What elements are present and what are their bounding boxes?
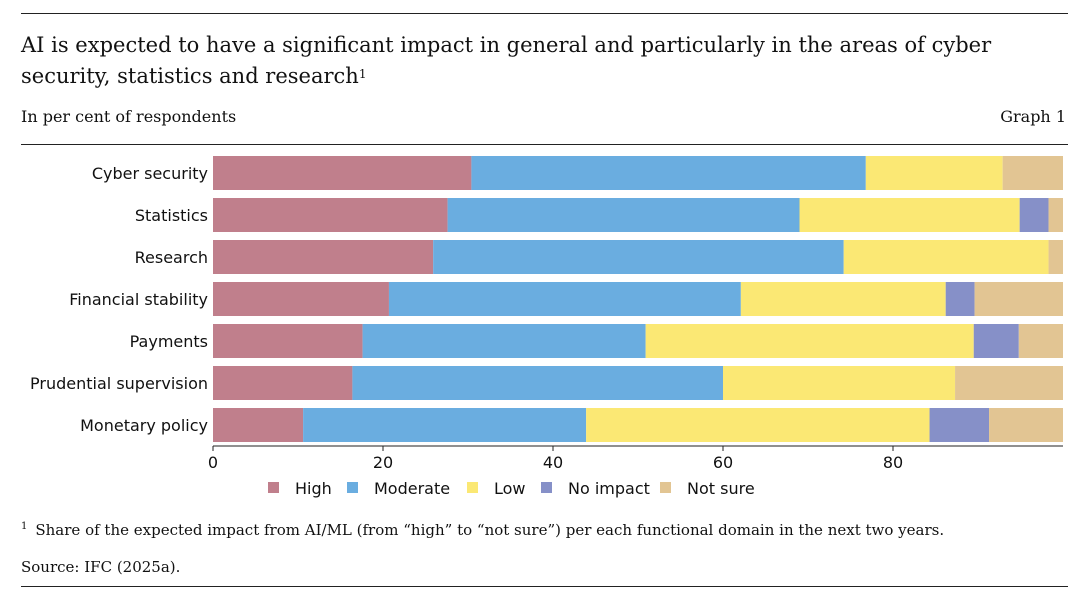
title-footnote-mark: 1 bbox=[358, 67, 367, 81]
bar-segment-payments-high bbox=[213, 324, 363, 358]
bar-segment-cyber-security-low bbox=[865, 156, 1003, 190]
bar-segment-statistics-not-sure bbox=[1048, 198, 1063, 232]
bar-segment-statistics-no-impact bbox=[1019, 198, 1049, 232]
bar-segment-research-low bbox=[843, 240, 1049, 274]
top-rule bbox=[21, 13, 1068, 14]
bar-segment-prudential-supervision-low bbox=[723, 366, 956, 400]
legend-label-high: High bbox=[295, 479, 332, 498]
x-tick-label: 0 bbox=[208, 453, 218, 472]
bar-segment-statistics-moderate bbox=[447, 198, 800, 232]
bar-segment-monetary-policy-moderate bbox=[303, 408, 587, 442]
category-label: Financial stability bbox=[69, 290, 208, 309]
footnote: 1 Share of the expected impact from AI/ML… bbox=[21, 521, 1071, 539]
source-note: Source: IFC (2025a). bbox=[21, 558, 181, 576]
legend-label-not-sure: Not sure bbox=[687, 479, 755, 498]
legend-swatch-moderate bbox=[347, 482, 358, 493]
bar-segment-payments-moderate bbox=[362, 324, 646, 358]
bar-segment-statistics-high bbox=[213, 198, 448, 232]
bar-segment-prudential-supervision-high bbox=[213, 366, 353, 400]
bar-segment-monetary-policy-no-impact bbox=[929, 408, 990, 442]
bar-segment-financial-stability-moderate bbox=[388, 282, 741, 316]
bar-segment-cyber-security-not-sure bbox=[1002, 156, 1063, 190]
header-rule bbox=[21, 144, 1068, 145]
chart-subtitle: In per cent of respondents bbox=[21, 107, 237, 126]
footnote-text: Share of the expected impact from AI/ML … bbox=[35, 521, 945, 539]
bar-segment-research-high bbox=[213, 240, 434, 274]
bar-segment-prudential-supervision-not-sure bbox=[955, 366, 1063, 400]
legend-label-moderate: Moderate bbox=[374, 479, 450, 498]
bar-segment-research-moderate bbox=[433, 240, 844, 274]
legend-swatch-high bbox=[268, 482, 279, 493]
x-tick-label: 40 bbox=[543, 453, 563, 472]
graph-label: Graph 1 bbox=[1000, 107, 1066, 126]
bar-segment-financial-stability-high bbox=[213, 282, 389, 316]
legend-label-low: Low bbox=[494, 479, 526, 498]
x-tick-label: 20 bbox=[373, 453, 393, 472]
legend-swatch-not-sure bbox=[660, 482, 671, 493]
bar-segment-prudential-supervision-moderate bbox=[352, 366, 723, 400]
bar-segment-research-not-sure bbox=[1048, 240, 1063, 274]
stacked-bar-chart: Cyber security Statistics Research Financia… bbox=[30, 156, 1063, 498]
category-labels: Cyber security Statistics Research Financia… bbox=[30, 164, 208, 435]
bar-segment-monetary-policy-not-sure bbox=[989, 408, 1063, 442]
bar-segment-cyber-security-high bbox=[213, 156, 472, 190]
category-label: Statistics bbox=[135, 206, 208, 225]
bar-segment-monetary-policy-high bbox=[213, 408, 304, 442]
bar-segment-payments-low bbox=[645, 324, 974, 358]
category-label: Payments bbox=[130, 332, 208, 351]
bar-segment-cyber-security-moderate bbox=[471, 156, 866, 190]
bar-segment-statistics-low bbox=[799, 198, 1020, 232]
legend: High Moderate Low No impact Not sure bbox=[268, 479, 755, 498]
category-label: Prudential supervision bbox=[30, 374, 208, 393]
legend-swatch-low bbox=[467, 482, 478, 493]
plot-area bbox=[213, 156, 1063, 442]
legend-label-no-impact: No impact bbox=[568, 479, 650, 498]
bar-segment-financial-stability-low bbox=[740, 282, 946, 316]
x-tick-label: 60 bbox=[713, 453, 733, 472]
bar-segment-monetary-policy-low bbox=[586, 408, 930, 442]
bar-segment-payments-not-sure bbox=[1018, 324, 1063, 358]
footnote-mark: 1 bbox=[21, 521, 28, 532]
x-tick-label: 80 bbox=[883, 453, 903, 472]
bar-segment-financial-stability-not-sure bbox=[974, 282, 1063, 316]
chart-title: AI is expected to have a significant imp… bbox=[21, 30, 1021, 92]
category-label: Research bbox=[135, 248, 208, 267]
bar-segment-financial-stability-no-impact bbox=[945, 282, 975, 316]
category-label: Cyber security bbox=[92, 164, 208, 183]
category-label: Monetary policy bbox=[80, 416, 208, 435]
bottom-rule bbox=[21, 586, 1068, 587]
bar-segment-payments-no-impact bbox=[973, 324, 1019, 358]
title-text: AI is expected to have a significant imp… bbox=[21, 33, 992, 88]
x-axis: 0 20 40 60 80 bbox=[208, 445, 1063, 472]
legend-swatch-no-impact bbox=[541, 482, 552, 493]
